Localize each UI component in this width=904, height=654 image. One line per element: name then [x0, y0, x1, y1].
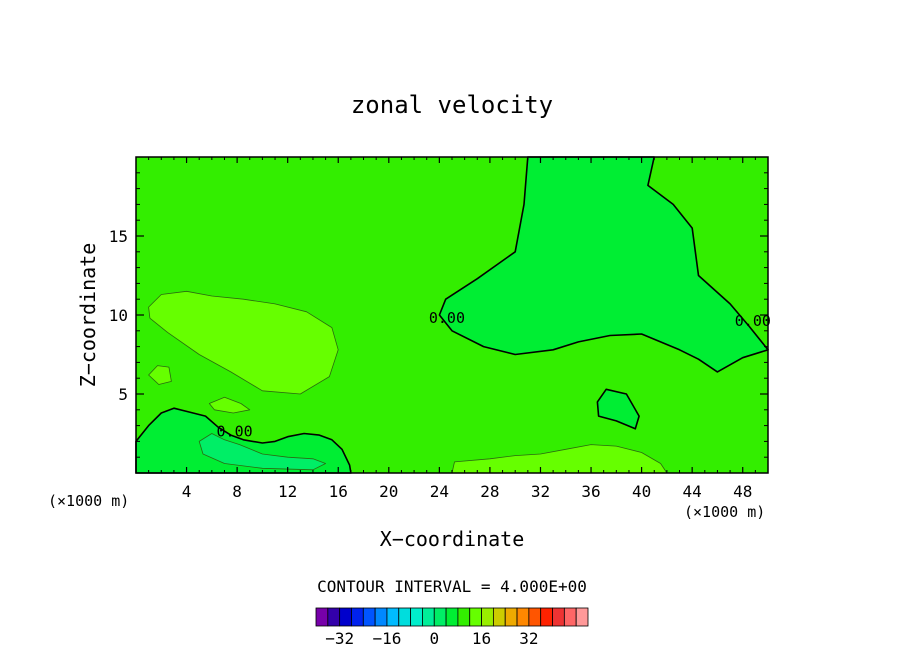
colorbar-swatch: [481, 607, 494, 627]
colorbar-label: 32: [519, 629, 538, 648]
contour-region-3: [135, 407, 352, 474]
colorbar-label: −32: [325, 629, 354, 648]
colorbar-swatch: [563, 607, 577, 627]
colorbar-label: −16: [373, 629, 402, 648]
colorbar-swatch: [327, 607, 341, 627]
contour-region-2: [596, 388, 640, 430]
colorbar-swatch: [492, 607, 506, 627]
colorbar-swatch: [398, 607, 412, 627]
colorbar-swatch: [351, 607, 364, 627]
x-tick-label: 8: [232, 482, 242, 501]
x-tick-label: 32: [531, 482, 550, 501]
colorbar-swatch: [422, 607, 435, 627]
contour-region-1: [438, 156, 769, 373]
colorbar-swatch: [339, 607, 352, 627]
colorbar-label: 0: [429, 629, 439, 648]
x-tick-label: 44: [683, 482, 702, 501]
colorbar-swatch: [386, 607, 400, 627]
x-units-left: (×1000 m): [48, 492, 129, 510]
colorbar-swatch: [410, 607, 423, 627]
contour-region-5: [148, 290, 339, 395]
contour-line-labels: 0.00 0.00 0.00: [217, 309, 771, 441]
contour-region-4: [198, 433, 327, 471]
colorbar: −32 −16 0 16 32: [315, 607, 589, 648]
contour-label-3: 0.00: [217, 423, 253, 441]
colorbar-swatch: [528, 607, 542, 627]
colorbar-swatch: [362, 607, 376, 627]
y-axis-label: Z−coordinate: [76, 243, 100, 388]
contour-label-2: 0.00: [735, 312, 771, 330]
x-tick-label: 16: [329, 482, 348, 501]
contour-region-8: [451, 444, 668, 474]
colorbar-swatch: [433, 607, 447, 627]
colorbar-swatch: [469, 607, 482, 627]
colorbar-swatch: [457, 607, 471, 627]
colorbar-swatch: [315, 607, 329, 627]
colorbar-swatch: [374, 607, 388, 627]
contour-regions: [135, 156, 769, 474]
x-tick-label: 4: [182, 482, 192, 501]
x-units-right: (×1000 m): [684, 503, 765, 521]
x-tick-label: 48: [733, 482, 752, 501]
chart-title: zonal velocity: [351, 91, 553, 119]
x-tick-label: 20: [379, 482, 398, 501]
y-tick-label: 5: [118, 385, 128, 404]
x-tick-label: 36: [581, 482, 600, 501]
colorbar-swatch: [540, 607, 553, 627]
y-tick-label: 10: [109, 306, 128, 325]
x-axis-label: X−coordinate: [380, 527, 525, 551]
colorbar-swatch: [516, 607, 530, 627]
x-tick-label: 40: [632, 482, 651, 501]
x-tick-label: 28: [480, 482, 499, 501]
contour-region-7: [208, 396, 251, 414]
contour-interval-text: CONTOUR INTERVAL = 4.000E+00: [317, 577, 587, 596]
x-axis-ticks: 4 8 12 16 20 24 28 32 36 40 44 48: [148, 157, 756, 501]
y-axis-ticks: 5 10 15: [109, 172, 768, 458]
colorbar-swatch: [575, 607, 589, 627]
colorbar-swatch: [445, 607, 459, 627]
colorbar-swatch: [504, 607, 518, 627]
y-tick-label: 15: [109, 227, 128, 246]
x-tick-label: 24: [430, 482, 449, 501]
contour-label-1: 0.00: [429, 309, 465, 327]
contour-region-6: [148, 365, 172, 385]
plot-area: 0.00 0.00 0.00: [135, 156, 771, 474]
colorbar-swatch: [552, 607, 565, 627]
x-tick-label: 12: [278, 482, 297, 501]
colorbar-label: 16: [472, 629, 491, 648]
